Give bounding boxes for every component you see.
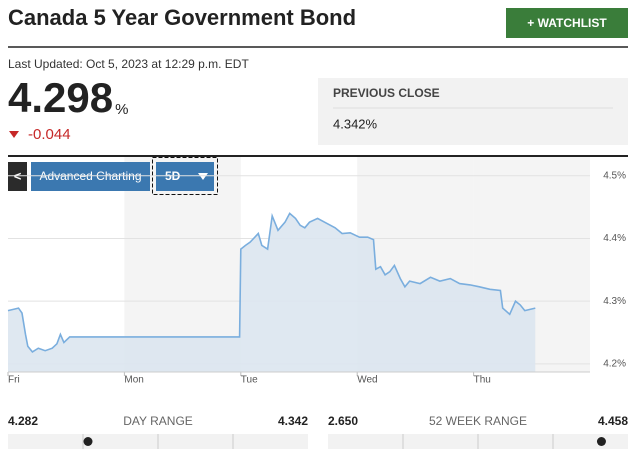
title: Canada 5 Year Government Bond xyxy=(8,5,356,30)
y-tick-label: 4.5% xyxy=(603,170,626,181)
previous-close-value: 4.342% xyxy=(333,116,378,131)
watchlist-button[interactable] xyxy=(506,8,628,38)
line xyxy=(7,212,536,353)
range-high: 4.342 xyxy=(278,414,308,428)
change: -0.044 xyxy=(28,126,71,143)
range-high: 4.458 xyxy=(598,414,628,428)
previous-close-label: PREVIOUS CLOSE xyxy=(333,86,440,100)
area xyxy=(8,213,536,372)
price: 4.298 xyxy=(8,74,113,121)
range-label: 52 WEEK RANGE xyxy=(429,414,527,428)
back-button[interactable] xyxy=(8,162,27,191)
price-unit: % xyxy=(115,101,128,118)
range-low: 2.650 xyxy=(328,414,358,428)
last-updated: Last Updated: Oct 5, 2023 at 12:29 p.m. … xyxy=(8,57,249,71)
dropdown-arrow[interactable] xyxy=(198,173,208,180)
x-tick-label: Wed xyxy=(357,375,377,386)
x-tick-label: Thu xyxy=(474,375,491,386)
advanced-charting-button[interactable] xyxy=(31,162,150,191)
y-tick-label: 4.4% xyxy=(603,233,626,244)
x-tick-label: Tue xyxy=(241,375,258,386)
y-tick-label: 4.2% xyxy=(603,358,626,369)
x-tick-label: Fri xyxy=(8,375,20,386)
focus-ring xyxy=(152,157,218,195)
range-low: 4.282 xyxy=(8,414,38,428)
range-label: DAY RANGE xyxy=(123,414,193,428)
range-marker xyxy=(596,437,606,446)
previous-close-box xyxy=(318,78,628,145)
y-tick-label: 4.3% xyxy=(603,296,626,307)
watchlist-label[interactable]: + WATCHLIST xyxy=(527,16,607,30)
down-arrow xyxy=(9,131,19,138)
x-tick-label: Mon xyxy=(124,375,143,386)
range-marker xyxy=(83,437,93,446)
